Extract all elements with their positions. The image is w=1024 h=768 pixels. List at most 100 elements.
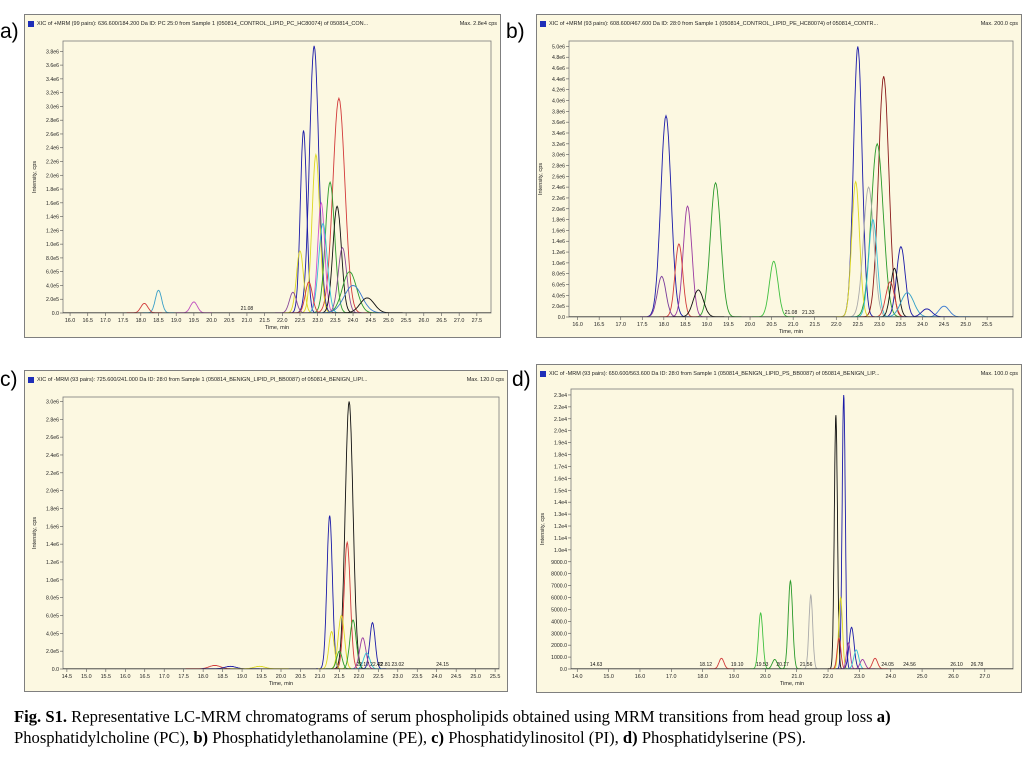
y-tick-label: 1.6e4	[554, 476, 567, 482]
chromatogram-trace	[308, 285, 398, 313]
y-tick-label: 1.4e4	[554, 500, 567, 506]
y-tick-label: 3.0e6	[46, 399, 59, 405]
chromatogram-panel-ps: XIC of -MRM (93 pairs): 650.600/563.600 …	[536, 364, 1022, 693]
chromatogram-trace	[900, 308, 953, 317]
x-tick-label: 20.5	[766, 322, 777, 328]
chromatogram-trace	[275, 291, 311, 313]
y-tick-label: 1.8e6	[552, 218, 565, 224]
caption-label-c: c)	[431, 728, 445, 747]
x-tick-label: 20.0	[276, 674, 287, 680]
retention-time-label: 22.42	[370, 662, 383, 668]
retention-time-label: 24.15	[436, 662, 449, 668]
xic-header-text: XIC of -MRM (93 pairs): 725.600/241.000 …	[37, 377, 368, 383]
x-tick-label: 26.0	[419, 318, 430, 324]
y-tick-label: 8.0e5	[46, 256, 59, 262]
y-tick-label: 2.4e6	[552, 185, 565, 191]
chromatogram-trace	[689, 181, 742, 317]
x-tick-label: 16.5	[83, 318, 94, 324]
y-tick-label: 1.2e4	[554, 524, 567, 530]
x-tick-label: 22.0	[277, 318, 288, 324]
chromatogram-trace	[329, 401, 369, 669]
series-marker-icon	[540, 21, 546, 27]
x-tick-label: 18.0	[136, 318, 147, 324]
caption-text-a: Phosphatidylcholine (PC),	[14, 728, 194, 747]
x-tick-label: 18.5	[153, 318, 164, 324]
retention-time-label: 21.08	[241, 306, 254, 312]
x-tick-label: 17.0	[159, 674, 170, 680]
y-tick-label: 2.0e5	[46, 297, 59, 303]
x-tick-label: 21.0	[315, 674, 326, 680]
y-tick-label: 1.6e6	[46, 201, 59, 207]
max-intensity-label: Max. 120.0 cps	[466, 377, 504, 383]
x-tick-label: 21.0	[788, 322, 799, 328]
x-tick-label: 19.0	[171, 318, 182, 324]
x-tick-label: 23.0	[874, 322, 885, 328]
y-tick-label: 0.0	[52, 311, 59, 317]
chromatogram-trace	[828, 415, 844, 669]
y-tick-label: 4.0e5	[46, 631, 59, 637]
y-tick-label: 4.4e6	[552, 77, 565, 83]
x-tick-label: 23.5	[412, 674, 423, 680]
x-tick-label: 22.5	[295, 318, 306, 324]
y-tick-label: 1.0e4	[554, 548, 567, 554]
y-tick-label: 0.0	[558, 315, 565, 321]
x-tick-label: 20.5	[295, 674, 306, 680]
x-tick-label: 23.0	[393, 674, 404, 680]
y-tick-label: 7000.0	[551, 584, 567, 590]
panel-letter-b: b)	[506, 20, 525, 43]
y-tick-label: 3.0e6	[552, 153, 565, 159]
x-tick-label: 25.0	[917, 674, 928, 680]
chromatogram-trace	[850, 659, 876, 669]
y-tick-label: 4000.0	[551, 619, 567, 625]
retention-time-label: 22.17	[356, 662, 369, 668]
x-tick-label: 22.5	[373, 674, 384, 680]
y-tick-label: 1.8e6	[46, 506, 59, 512]
x-tick-label: 17.0	[100, 318, 111, 324]
retention-time-label: 21.33	[802, 310, 815, 316]
chromatogram-trace	[835, 394, 852, 669]
y-tick-label: 4.2e6	[552, 88, 565, 94]
y-tick-label: 4.6e6	[552, 66, 565, 72]
y-tick-label: 2.8e6	[552, 163, 565, 169]
x-axis-label: Time, min	[780, 681, 804, 687]
chromatogram-plot: 0.0 1000.0 2000.0 3000.0 4000.0 5000.0 6000.0 7…	[540, 388, 1014, 687]
panel-header: XIC of +MRM (99 pairs): 636.600/184.200 …	[28, 18, 497, 30]
x-tick-label: 24.0	[917, 322, 928, 328]
chromatogram-trace	[351, 652, 383, 669]
x-tick-label: 23.5	[896, 322, 907, 328]
x-tick-label: 19.0	[702, 322, 713, 328]
y-tick-label: 1.4e6	[46, 215, 59, 221]
y-tick-label: 2.0e6	[552, 207, 565, 213]
y-tick-label: 1.8e6	[46, 187, 59, 193]
x-tick-label: 24.5	[365, 318, 376, 324]
trace-group	[571, 394, 1013, 669]
x-tick-label: 22.0	[823, 674, 834, 680]
chromatogram-panel-pe: XIC of +MRM (93 pairs): 608.600/467.600 …	[536, 14, 1022, 338]
y-tick-label: 8000.0	[551, 572, 567, 578]
panel-letter-d: d)	[512, 368, 531, 391]
y-tick-label: 3.2e6	[46, 91, 59, 97]
y-tick-label: 2.0e5	[46, 649, 59, 655]
y-tick-label: 3.0e6	[46, 104, 59, 110]
x-tick-label: 19.5	[256, 674, 267, 680]
x-tick-label: 25.5	[490, 674, 501, 680]
trace-group	[569, 46, 1013, 317]
x-tick-label: 21.5	[334, 674, 345, 680]
xic-header-text: XIC of +MRM (99 pairs): 636.600/184.200 …	[37, 21, 369, 27]
y-tick-label: 6.0e5	[552, 283, 565, 289]
chromatogram-trace	[762, 659, 788, 669]
retention-time-label: 23.02	[392, 662, 405, 668]
y-tick-label: 5000.0	[551, 607, 567, 613]
x-tick-label: 20.0	[745, 322, 756, 328]
chromatogram-trace	[847, 142, 908, 317]
y-tick-label: 1.1e4	[554, 536, 567, 542]
y-tick-label: 1.4e6	[552, 239, 565, 245]
y-tick-label: 6000.0	[551, 596, 567, 602]
panel-letter-c: c)	[0, 368, 18, 391]
caption-label-a: a)	[876, 707, 891, 726]
y-tick-label: 1.7e4	[554, 464, 567, 470]
y-tick-label: 1.2e6	[46, 560, 59, 566]
y-tick-label: 2.0e5	[552, 304, 565, 310]
retention-time-label: 24.56	[903, 662, 916, 668]
trace-group	[63, 45, 491, 313]
